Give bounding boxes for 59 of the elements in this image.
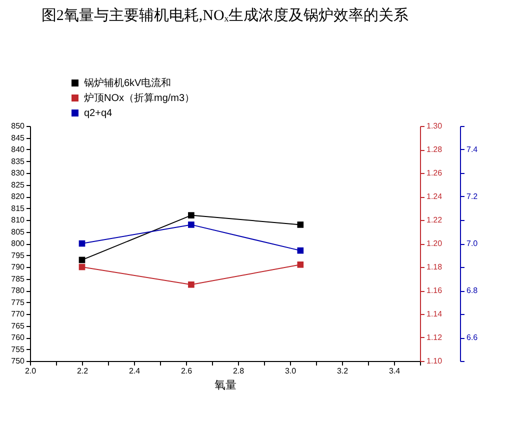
y-tick-label: 780 [11, 286, 26, 295]
y-tick-label: 810 [11, 216, 26, 224]
y3-tick-label: 7.2 [466, 192, 478, 201]
y2-tick-label: 1.18 [426, 262, 443, 272]
x-tick-label: 2.8 [232, 366, 245, 376]
point [188, 212, 194, 218]
y-tick-label: 835 [11, 156, 26, 166]
y2-tick-label: 1.22 [426, 216, 443, 224]
x-tick-label: 2.4 [128, 366, 141, 376]
y-tick-label: 785 [11, 274, 26, 284]
legend-label: q2+q4 [84, 108, 113, 119]
y2-tick-label: 1.10 [426, 356, 443, 366]
y-tick-label: 805 [11, 227, 26, 236]
y-tick-label: 750 [11, 356, 26, 366]
point [297, 247, 304, 254]
point [78, 264, 86, 270]
y2-tick-label: 1.24 [426, 192, 443, 201]
point [188, 281, 194, 288]
y2-tick-label: 1.28 [426, 145, 443, 154]
y2-tick-label: 1.20 [426, 239, 443, 248]
y-tick-label: 820 [11, 192, 26, 201]
x-tick-label: 3.0 [284, 366, 297, 376]
y3-tick-label: 7.0 [466, 239, 478, 248]
x-tick-label: 2.6 [180, 366, 193, 376]
y3-tick-label: 6.8 [466, 286, 478, 295]
x-axis-title: 氧量 [214, 380, 236, 392]
y-tick-label: 830 [11, 168, 26, 178]
y-tick-label: 770 [11, 310, 26, 318]
legend-label: 锅炉辅机6kV电流和 [83, 77, 172, 89]
x-tick-label: 3.2 [336, 366, 349, 376]
x-tick-label: 2.0 [24, 366, 37, 376]
y-tick-label: 845 [11, 133, 26, 142]
y-tick-label: 790 [11, 262, 26, 272]
y3-tick-label: 6.6 [466, 333, 478, 342]
x-tick-label: 3.4 [388, 366, 401, 376]
chart-title: 图2氧量与主要辅机电耗,NOₓ生成浓度及锅炉效率的关系 [41, 7, 409, 24]
y2-tick-label: 1.30 [426, 122, 443, 130]
y-tick-label: 840 [11, 145, 26, 154]
y-tick-label: 795 [11, 250, 26, 260]
y2-tick-label: 1.16 [426, 286, 443, 295]
y-tick-label: 815 [11, 204, 26, 213]
point [297, 261, 304, 268]
y-tick-label: 825 [11, 180, 26, 190]
y-tick-label: 775 [11, 298, 26, 307]
y-tick-label: 850 [11, 122, 26, 130]
point [188, 222, 194, 228]
point [78, 256, 86, 264]
y-tick-label: 755 [11, 344, 26, 354]
point [297, 222, 304, 228]
legend-label: 炉顶NOx（折算mg/m3） [84, 92, 195, 104]
y-tick-label: 765 [11, 321, 26, 330]
y2-tick-label: 1.14 [426, 310, 443, 318]
y2-tick-label: 1.12 [426, 333, 443, 342]
y3-tick-label: 7.4 [466, 145, 478, 154]
y-tick-label: 800 [11, 239, 26, 248]
y2-tick-label: 1.26 [426, 168, 443, 178]
x-tick-label: 2.2 [76, 366, 89, 376]
y-tick-label: 760 [11, 333, 26, 342]
point [78, 240, 86, 247]
